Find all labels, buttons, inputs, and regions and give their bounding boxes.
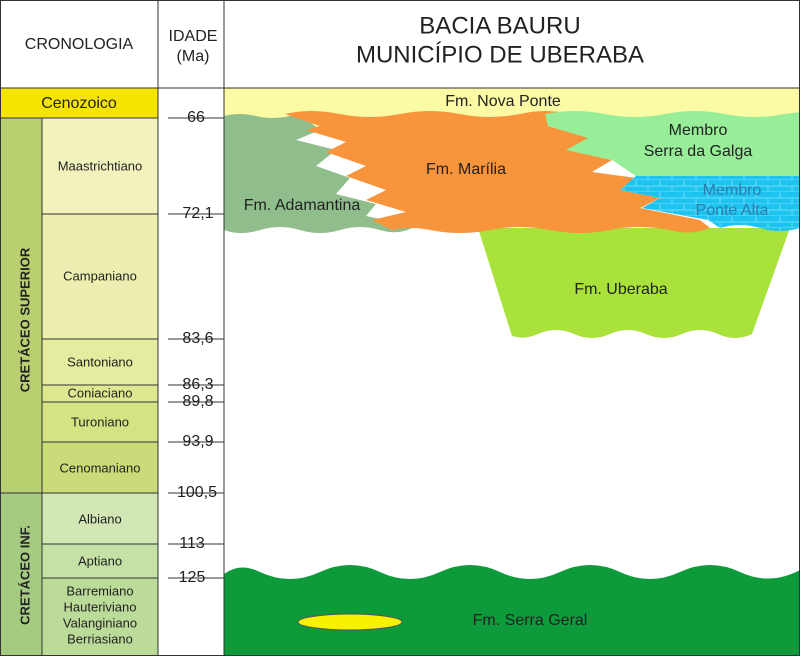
lens — [297, 613, 403, 631]
age-label: 93,9 — [182, 433, 213, 450]
age-label: 66 — [187, 109, 205, 126]
era-label: CRETÁCEO SUPERIOR — [17, 247, 32, 392]
stage-label: Turoniano — [71, 414, 129, 429]
stage — [42, 578, 158, 655]
marilia — [285, 111, 710, 233]
formation-label: Fm. Nova Ponte — [445, 93, 561, 110]
age-label: 100,5 — [177, 484, 217, 501]
formation-label: Serra da Galga — [644, 143, 753, 160]
ponte-alta — [620, 176, 800, 231]
title: BACIA BAURU — [419, 12, 580, 39]
stage-label: Campaniano — [63, 268, 137, 283]
title: MUNICÍPIO DE UBERABA — [356, 41, 644, 68]
age-label: 125 — [179, 569, 206, 586]
stage-label: Coniaciano — [67, 385, 132, 400]
stage-label: Barremiano — [66, 583, 133, 598]
stage-label: Cenomaniano — [60, 460, 141, 475]
stage — [42, 118, 158, 214]
formation-label: Fm. Adamantina — [244, 197, 361, 214]
stage — [42, 339, 158, 385]
formation-label: Fm. Uberaba — [574, 281, 667, 298]
age-label: 89,8 — [182, 393, 213, 410]
stage-label: Santoniano — [67, 354, 133, 369]
header-cronologia: CRONOLOGIA — [25, 36, 134, 53]
era-inferior — [0, 493, 42, 655]
header-idade: IDADE — [169, 28, 218, 45]
stage — [42, 442, 158, 493]
stage-label: Albiano — [78, 511, 121, 526]
stage-label: Aptiano — [78, 553, 122, 568]
era-cenozoico — [0, 88, 158, 118]
stage-label: Berriasiano — [67, 631, 133, 646]
formation-label: Ponte Alta — [696, 202, 769, 219]
stage — [42, 493, 158, 544]
stage-label: Maastrichtiano — [58, 158, 143, 173]
stage — [42, 402, 158, 442]
age-label: 83,6 — [182, 330, 213, 347]
era-superior — [0, 118, 42, 493]
serra-geral — [224, 565, 800, 655]
serra-da-galga — [545, 111, 800, 176]
stage — [42, 544, 158, 578]
stage — [42, 385, 158, 402]
formation-label: Fm. Marília — [426, 161, 506, 178]
age-label: 113 — [179, 535, 205, 552]
age-label: 72,1 — [182, 205, 213, 222]
era-label: CRETÁCEO INF. — [17, 525, 32, 625]
age-label: 86,3 — [182, 376, 213, 393]
stage — [42, 214, 158, 339]
adamantina — [224, 114, 416, 233]
formation-label: Membro — [669, 122, 728, 139]
header-idade: (Ma) — [177, 48, 210, 65]
era-label: Cenozoico — [41, 95, 117, 112]
uberaba — [478, 228, 790, 338]
formation-label: Membro — [703, 182, 762, 199]
stage-label: Hauteriviano — [64, 599, 137, 614]
stage-label: Valanginiano — [63, 615, 137, 630]
formation-label: Fm. Serra Geral — [473, 612, 588, 629]
